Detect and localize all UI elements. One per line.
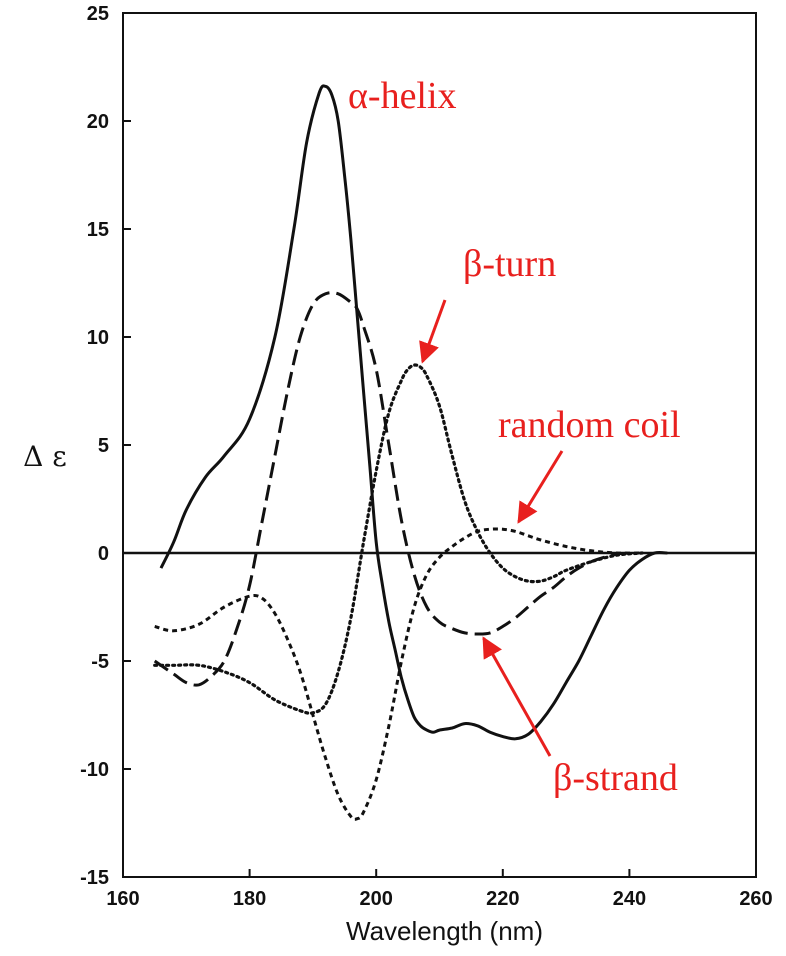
y-tick-label: 25	[87, 3, 109, 25]
annotation-arrow	[517, 450, 564, 524]
y-tick-label: 15	[87, 219, 109, 241]
x-tick-label: 180	[233, 888, 266, 910]
x-tick-label: 240	[613, 888, 646, 910]
x-tick-label: 220	[486, 888, 519, 910]
annotation-arrow	[419, 299, 447, 364]
annotation-label: β-turn	[463, 243, 556, 285]
y-axis-label: Δ ε	[23, 440, 67, 473]
series-random-coil-line	[154, 527, 643, 821]
x-tick-label: 260	[739, 888, 772, 910]
x-tick-label: 200	[360, 888, 393, 910]
series---turn-line	[153, 363, 644, 715]
series---strand-line	[153, 291, 630, 687]
annotation-label: α-helix	[348, 75, 457, 117]
y-tick-label: -15	[80, 867, 109, 889]
y-tick-label: 20	[87, 111, 109, 133]
series---helix-line	[159, 84, 668, 741]
y-tick-label: 5	[98, 435, 109, 457]
x-tick-label: 160	[106, 888, 139, 910]
annotation-label: β-strand	[553, 757, 678, 799]
annotation-arrow	[482, 636, 552, 757]
y-tick-label: 0	[98, 543, 109, 565]
x-axis-label: Wavelength (nm)	[346, 916, 543, 946]
y-tick-label: -5	[91, 651, 109, 673]
y-tick-label: 10	[87, 327, 109, 349]
annotation-label: random coil	[498, 404, 681, 446]
y-tick-label: -10	[80, 759, 109, 781]
